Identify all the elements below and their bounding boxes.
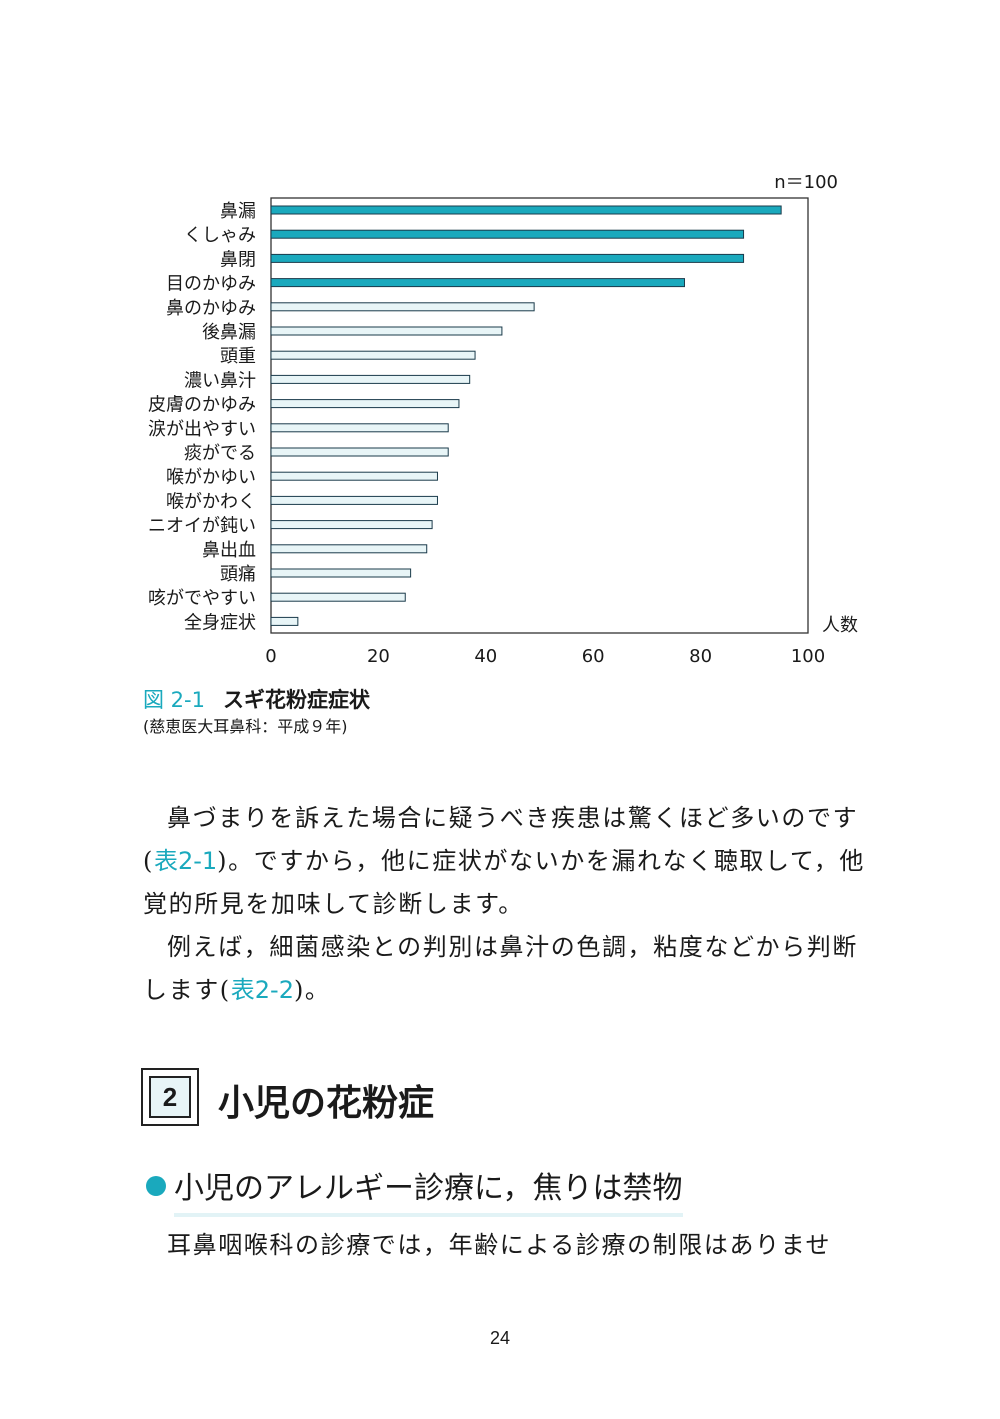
category-label: 鼻のかゆみ	[166, 298, 256, 319]
x-axis-label: 人数	[822, 615, 858, 636]
x-tick-label: 40	[474, 646, 497, 667]
bar	[270, 447, 449, 457]
bar	[270, 495, 438, 505]
paragraph-2-line-2-start: します(	[143, 976, 231, 1004]
paragraph-1-line-1: 鼻づまりを訴えた場合に疑うべき疾患は驚くほど多いのです	[167, 804, 859, 832]
bar	[270, 544, 428, 554]
category-label: 頭重	[220, 346, 256, 367]
figure-title: スギ花粉症症状	[222, 688, 370, 712]
section-number: 2	[149, 1076, 191, 1118]
subheading: 小児のアレルギー診療に，焦りは禁物	[174, 1163, 683, 1217]
bar	[270, 253, 745, 263]
paragraph-2-line-2-end: )。	[293, 976, 331, 1004]
bar	[270, 229, 745, 239]
paragraph-2-line-2: します(表2-2)。	[143, 969, 873, 1012]
sample-size-note: n＝100	[774, 172, 838, 193]
x-tick-label: 80	[689, 646, 712, 667]
paragraph-3-line-1: 耳鼻咽喉科の診療では，年齢による診療の制限はありませ	[167, 1231, 832, 1259]
bar	[270, 205, 782, 215]
category-label: 頭痛	[220, 564, 256, 585]
category-label: 痰がでる	[184, 443, 256, 464]
paragraph-1-line-3: 覚的所見を加味して診断します。	[143, 890, 524, 918]
category-label: ニオイが鈍い	[148, 516, 256, 537]
category-label: 喉がかゆい	[166, 467, 256, 488]
bar-chart: 鼻漏くしゃみ鼻閉目のかゆみ鼻のかゆみ後鼻漏頭重濃い鼻汁皮膚のかゆみ涙が出やすい痰…	[148, 172, 858, 667]
paragraph-3: 耳鼻咽喉科の診療では，年齢による診療の制限はありませ	[143, 1224, 873, 1267]
bar	[270, 350, 476, 360]
category-label: 目のかゆみ	[166, 274, 256, 295]
table-2-2-link[interactable]: 表2-2	[230, 976, 294, 1004]
figure-caption: 図 2-1 スギ花粉症症状	[143, 684, 370, 714]
bar	[270, 520, 433, 530]
section-title: 小児の花粉症	[218, 1083, 435, 1124]
category-label: 喉がかわく	[166, 491, 256, 512]
category-label: 鼻漏	[220, 201, 256, 222]
category-label: 咳がでやすい	[148, 588, 256, 609]
page-number: 24	[489, 1328, 511, 1348]
x-tick-label: 20	[367, 646, 390, 667]
category-label: 鼻閉	[220, 249, 256, 270]
bar	[270, 592, 406, 602]
paragraph-1: 鼻づまりを訴えた場合に疑うべき疾患は驚くほど多いのです (表2-1)。ですから，…	[143, 797, 873, 926]
paragraph-2: 例えば，細菌感染との判別は鼻汁の色調，粘度などから判断 します(表2-2)。	[143, 926, 873, 1012]
x-tick-label: 0	[265, 646, 276, 667]
paren-open: (	[143, 847, 154, 875]
paragraph-1-line-2: (表2-1)。ですから，他に症状がないかを漏れなく聴取して，他	[143, 840, 873, 883]
category-label: 濃い鼻汁	[184, 370, 256, 391]
category-label: 鼻出血	[202, 540, 256, 561]
bar	[270, 374, 471, 384]
bar	[270, 423, 449, 433]
bar	[270, 302, 535, 312]
bar	[270, 399, 460, 409]
x-tick-label: 100	[791, 646, 825, 667]
category-label: 皮膚のかゆみ	[148, 395, 256, 416]
paragraph-2-line-1: 例えば，細菌感染との判別は鼻汁の色調，粘度などから判断	[167, 933, 858, 961]
category-label: 涙が出やすい	[148, 418, 256, 440]
bar	[270, 471, 438, 481]
figure-number: 図 2-1	[143, 688, 205, 712]
x-tick-label: 60	[582, 646, 605, 667]
plot-frame	[270, 197, 809, 634]
category-label: 後鼻漏	[202, 322, 256, 343]
section-number-box: 2	[141, 1068, 199, 1126]
bar	[270, 568, 412, 578]
category-label: 全身症状	[184, 612, 256, 633]
figure-source: (慈恵医大耳鼻科：平成９年)	[143, 717, 348, 736]
category-label: くしゃみ	[184, 225, 256, 246]
bar	[270, 616, 299, 626]
paragraph-1-line-2-rest: )。ですから，他に症状がないかを漏れなく聴取して，他	[217, 847, 866, 875]
bar	[270, 326, 503, 336]
bar	[270, 278, 685, 288]
table-2-1-link[interactable]: 表2-1	[153, 847, 218, 875]
bullet-icon	[146, 1176, 166, 1196]
